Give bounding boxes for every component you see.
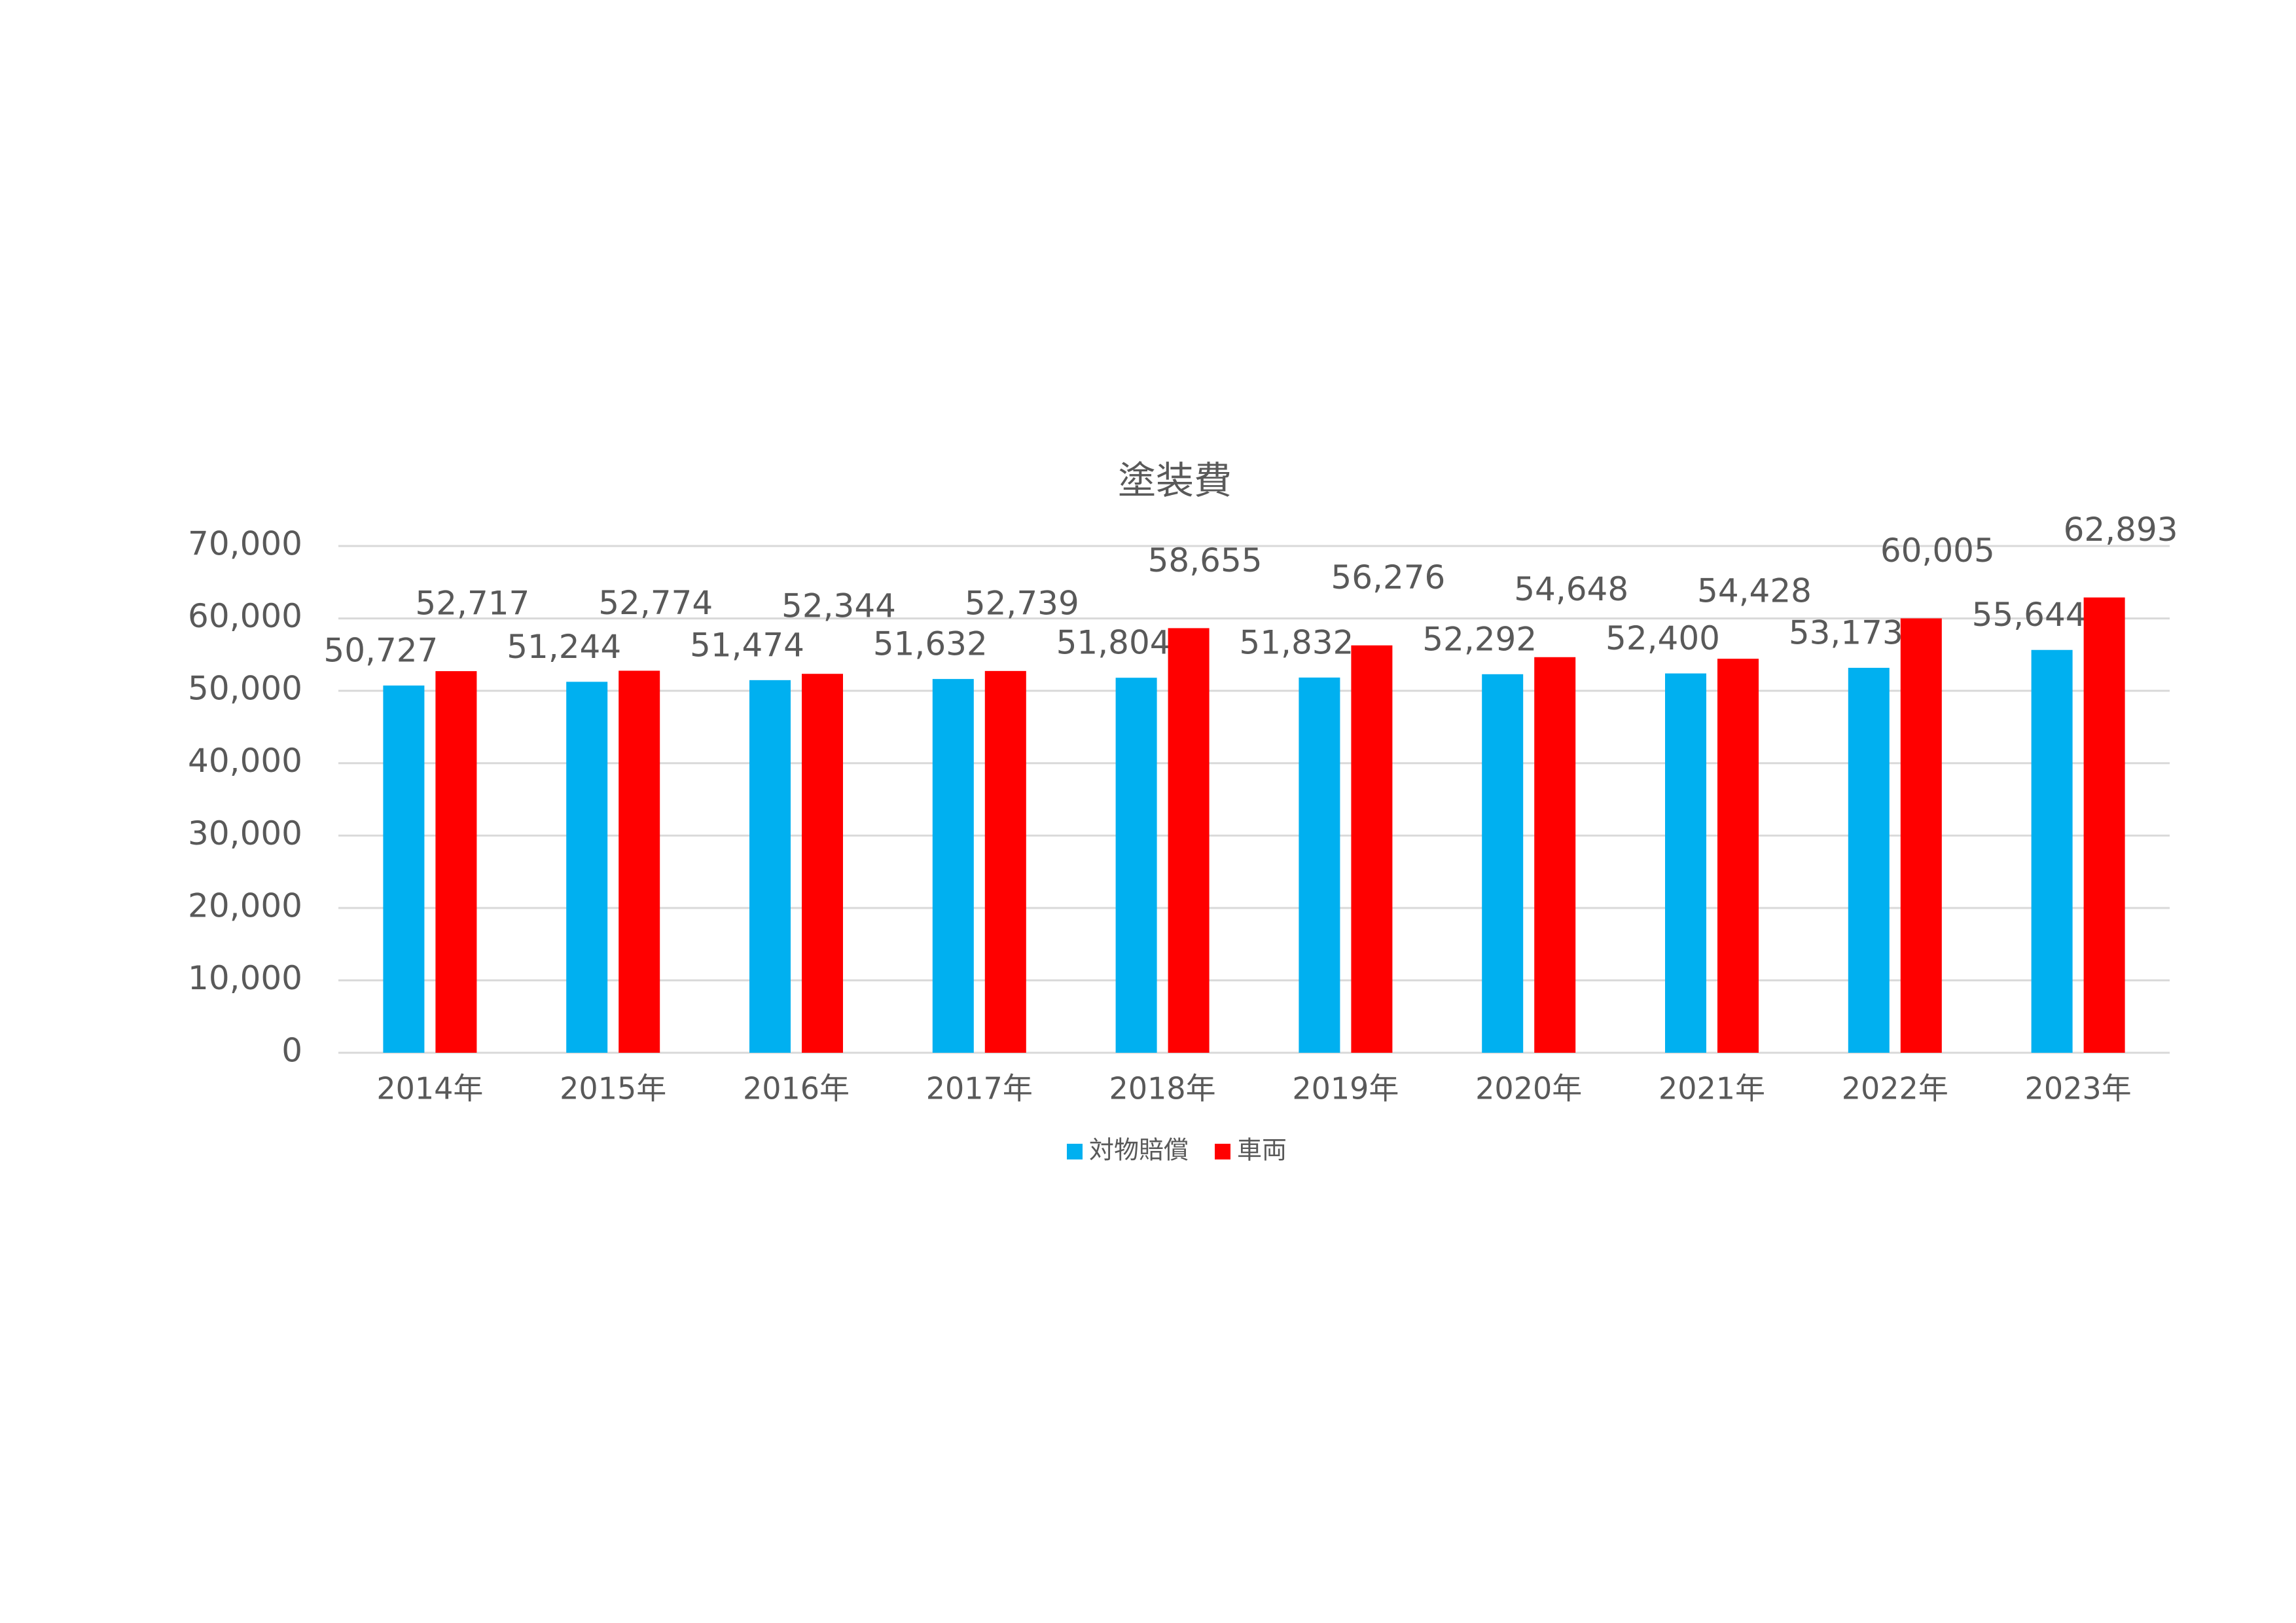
bar [1482, 674, 1524, 1053]
data-label: 53,173 [1789, 614, 1903, 652]
bar [1351, 645, 1393, 1053]
bar [984, 670, 1026, 1053]
bar [932, 679, 974, 1053]
x-tick-label: 2020年 [1475, 1071, 1582, 1106]
y-tick-label: 30,000 [188, 814, 302, 852]
data-label: 52,717 [415, 585, 529, 623]
data-label: 52,292 [1422, 620, 1537, 658]
data-label: 60,005 [1880, 532, 1995, 570]
data-label: 54,648 [1514, 570, 1628, 608]
data-label: 54,428 [1697, 572, 1812, 610]
bar [802, 674, 843, 1053]
legend-label: 対物賠償 [1089, 1136, 1189, 1165]
data-label: 51,244 [507, 628, 621, 666]
bar [2031, 649, 2073, 1053]
y-tick-label: 60,000 [188, 597, 302, 635]
bar [1900, 618, 1942, 1053]
data-label: 52,739 [965, 584, 1079, 622]
data-label: 51,632 [873, 625, 988, 663]
x-tick-label: 2017年 [926, 1071, 1033, 1106]
x-tick-label: 2014年 [376, 1071, 483, 1106]
data-label: 56,276 [1331, 558, 1445, 596]
bar [619, 670, 660, 1053]
legend-swatch [1215, 1144, 1231, 1159]
y-tick-label: 50,000 [188, 670, 302, 708]
legend-label: 車両 [1237, 1136, 1287, 1165]
legend-swatch [1067, 1144, 1083, 1159]
bar [749, 680, 791, 1053]
x-tick-label: 2022年 [1842, 1071, 1948, 1106]
data-label: 51,474 [690, 626, 804, 664]
x-tick-label: 2015年 [560, 1071, 666, 1106]
y-tick-label: 20,000 [188, 886, 302, 924]
data-label: 62,893 [2064, 511, 2178, 549]
data-label: 51,832 [1239, 623, 1354, 661]
x-tick-label: 2021年 [1659, 1071, 1765, 1106]
data-label: 52,344 [781, 587, 896, 625]
data-label: 52,774 [598, 584, 713, 622]
bar [1299, 677, 1340, 1053]
data-label: 55,644 [1972, 596, 2087, 634]
x-tick-label: 2023年 [2025, 1071, 2132, 1106]
y-tick-label: 0 [281, 1032, 302, 1070]
bar [566, 682, 608, 1053]
bar [435, 671, 477, 1053]
bar [1534, 657, 1576, 1053]
x-tick-label: 2018年 [1109, 1071, 1216, 1106]
data-label: 58,655 [1148, 541, 1263, 579]
bar [1115, 678, 1157, 1053]
y-tick-label: 70,000 [188, 525, 302, 563]
bar [1168, 628, 1210, 1053]
y-tick-label: 40,000 [188, 742, 302, 780]
bar [1665, 673, 1706, 1053]
data-label: 51,804 [1056, 624, 1171, 662]
data-label: 50,727 [323, 632, 438, 670]
chart-title: 塗装費 [1118, 458, 1232, 503]
bar [1717, 659, 1759, 1053]
bar [2083, 597, 2125, 1053]
data-label: 52,400 [1605, 619, 1720, 657]
x-tick-label: 2019年 [1292, 1071, 1399, 1106]
bar [1848, 668, 1890, 1053]
bar [383, 685, 425, 1053]
x-tick-label: 2016年 [743, 1071, 850, 1106]
y-tick-label: 10,000 [188, 959, 302, 997]
